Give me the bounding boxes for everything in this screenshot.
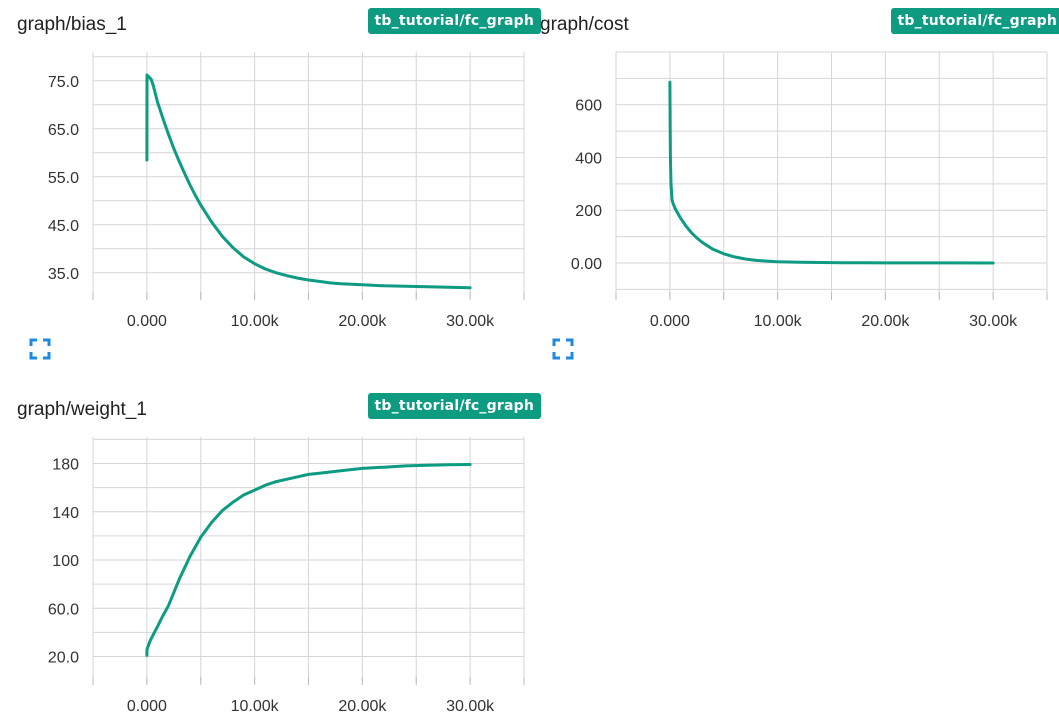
y-tick-label: 0.00 (571, 256, 602, 273)
y-tick-label: 600 (575, 98, 602, 115)
chart-title: graph/bias_1 (17, 14, 127, 36)
y-tick-label: 60.0 (48, 601, 79, 618)
y-tick-label: 20.0 (48, 649, 79, 666)
y-tick-label: 180 (52, 457, 79, 474)
y-tick-label: 55.0 (48, 170, 79, 187)
chart-card-cost: graph/cost tb_tutorial/fc_graph 0.00 200 4… (540, 8, 1059, 368)
chart-card-weight: graph/weight_1 tb_tutorial/fc_graph 20.0… (17, 393, 541, 711)
chart-card-bias: graph/bias_1 tb_tutorial/fc_graph 35.0 45… (17, 8, 541, 368)
x-tick-label: 30.00k (446, 698, 495, 715)
y-tick-label: 100 (52, 553, 79, 570)
line-chart-weight: 20.0 60.0 100 140 180 0.000 10.00k 20.00k 30.00k (17, 437, 525, 717)
fullscreen-icon[interactable] (552, 338, 574, 360)
chart-title: graph/cost (540, 14, 629, 36)
x-tick-label: 30.00k (969, 313, 1018, 330)
y-tick-label: 45.0 (48, 218, 79, 235)
y-tick-label: 75.0 (48, 74, 79, 91)
y-tick-label: 400 (575, 150, 602, 167)
x-tick-label: 10.00k (231, 313, 280, 330)
fullscreen-icon[interactable] (29, 338, 51, 360)
x-tick-label: 0.000 (650, 313, 690, 330)
run-badge: tb_tutorial/fc_graph (891, 8, 1059, 34)
x-tick-label: 20.00k (338, 698, 387, 715)
y-tick-label: 140 (52, 505, 79, 522)
y-tick-label: 35.0 (48, 266, 79, 283)
line-chart-cost: 0.00 200 400 600 0.000 10.00k 20.00k 30.00k (540, 52, 1048, 332)
x-tick-label: 0.000 (127, 698, 167, 715)
y-tick-label: 65.0 (48, 122, 79, 139)
x-tick-label: 30.00k (446, 313, 495, 330)
chart-title: graph/weight_1 (17, 399, 147, 421)
run-badge: tb_tutorial/fc_graph (368, 8, 542, 34)
x-tick-label: 20.00k (861, 313, 910, 330)
run-badge: tb_tutorial/fc_graph (368, 393, 542, 419)
x-tick-label: 10.00k (231, 698, 280, 715)
x-tick-label: 10.00k (754, 313, 803, 330)
x-tick-label: 20.00k (338, 313, 387, 330)
line-chart-bias: 35.0 45.0 55.0 65.0 75.0 0.000 10.00k 20.00k 30.… (17, 52, 525, 332)
x-tick-label: 0.000 (127, 313, 167, 330)
y-tick-label: 200 (575, 203, 602, 220)
